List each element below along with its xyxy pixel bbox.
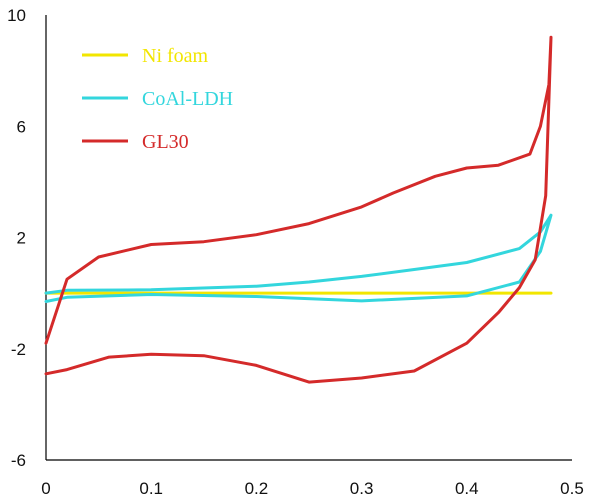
y-tick-label: -2 (11, 340, 26, 359)
axes (45, 15, 572, 461)
y-tick-label: -6 (11, 451, 26, 470)
y-tick-label: 2 (17, 229, 26, 248)
y-tick-label: 10 (7, 6, 26, 25)
y-tick-label: 6 (17, 117, 26, 136)
series-line-gl30 (44, 35, 553, 384)
x-tick-label: 0 (41, 479, 50, 498)
tick-labels: 0 0.1 0.2 0.3 0.4 0.5 10 6 2 -2 -6 (7, 6, 584, 498)
x-tick-label: 0.3 (350, 479, 374, 498)
x-tick-label: 0.2 (245, 479, 269, 498)
x-tick-label: 0.4 (455, 479, 479, 498)
series-line-coal-ldh (44, 213, 553, 303)
legend: Ni foam CoAl-LDH GL30 (82, 45, 233, 153)
plot-area (44, 35, 553, 384)
legend-label-gl30: GL30 (142, 131, 189, 153)
legend-label-ni-foam: Ni foam (142, 45, 209, 67)
legend-label-coal-ldh: CoAl-LDH (142, 88, 233, 110)
x-tick-label: 0.1 (139, 479, 163, 498)
x-tick-label: 0.5 (560, 479, 584, 498)
